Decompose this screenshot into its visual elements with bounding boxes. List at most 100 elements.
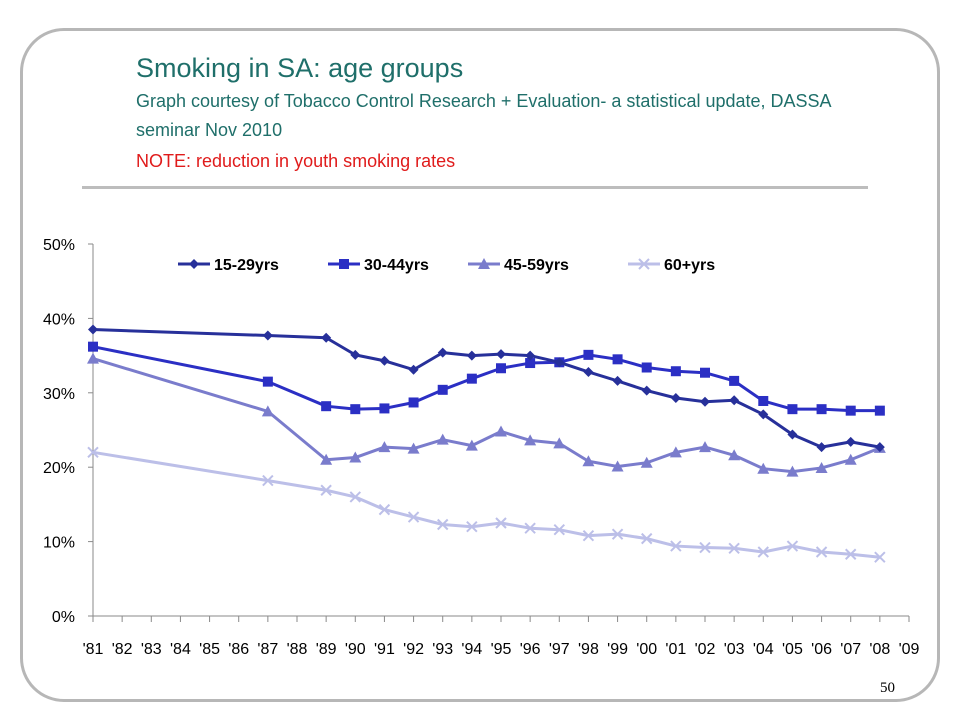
data-point <box>320 484 332 496</box>
x-tick-label: '00 <box>636 641 657 658</box>
x-tick-label: '89 <box>316 641 337 658</box>
data-point <box>845 436 856 447</box>
data-point <box>729 395 740 406</box>
data-point <box>729 375 740 386</box>
legend-item: 60+yrs <box>628 257 715 274</box>
x-tick-label: '87 <box>257 641 278 658</box>
data-point <box>524 522 536 534</box>
data-point <box>844 453 857 465</box>
x-tick-label: '85 <box>199 641 220 658</box>
data-point <box>350 349 361 360</box>
data-point <box>612 375 623 386</box>
data-point <box>670 366 681 377</box>
data-point <box>700 367 710 378</box>
data-point <box>786 540 799 552</box>
data-point <box>320 453 333 465</box>
data-point <box>87 352 99 364</box>
legend-marker <box>339 259 349 269</box>
data-point <box>466 521 478 533</box>
data-point <box>408 364 419 375</box>
data-point <box>379 355 390 366</box>
data-point <box>87 446 99 459</box>
data-point <box>262 474 274 487</box>
y-tick-label: 0% <box>52 609 75 626</box>
data-point <box>553 523 565 536</box>
data-point <box>816 442 827 453</box>
data-point <box>553 437 566 449</box>
data-point <box>495 425 507 437</box>
data-point <box>350 404 361 415</box>
data-point <box>845 548 857 560</box>
legend-item: 30-44yrs <box>328 257 429 274</box>
data-point <box>611 460 624 472</box>
legend-label: 60+yrs <box>664 257 715 274</box>
data-point <box>583 349 594 360</box>
data-point <box>758 409 769 420</box>
x-tick-label: '08 <box>869 641 890 658</box>
data-point <box>874 405 885 416</box>
slide-frame <box>20 28 940 702</box>
data-point <box>641 385 652 396</box>
x-tick-label: '83 <box>141 641 162 658</box>
data-point <box>378 441 391 453</box>
data-point <box>874 442 885 453</box>
x-tick-label: '90 <box>345 641 366 658</box>
data-point <box>349 491 361 503</box>
slide-title: Smoking in SA: age groups <box>136 53 464 83</box>
x-tick-label: '84 <box>170 641 191 658</box>
data-point <box>728 542 740 555</box>
legend-marker <box>638 258 650 270</box>
y-tick-label: 10% <box>43 535 75 552</box>
data-point <box>525 358 536 369</box>
data-point <box>786 465 799 477</box>
series-45-59yrs <box>87 352 886 477</box>
data-point <box>437 347 448 358</box>
series-15-29yrs <box>88 324 885 453</box>
y-tick-label: 30% <box>43 386 75 403</box>
data-point <box>757 462 770 474</box>
x-tick-label: '82 <box>112 641 133 658</box>
data-point <box>378 503 391 516</box>
x-tick-label: '91 <box>374 641 395 658</box>
x-tick-label: '86 <box>228 641 249 658</box>
data-point <box>261 405 274 417</box>
data-point <box>496 363 506 374</box>
data-point <box>845 405 856 416</box>
y-tick-label: 20% <box>43 460 75 477</box>
data-point <box>816 404 827 415</box>
data-point <box>583 366 594 377</box>
x-tick-label: '98 <box>578 641 599 658</box>
data-point <box>436 433 449 445</box>
data-point <box>88 341 98 352</box>
data-point <box>669 446 682 458</box>
legend-label: 15-29yrs <box>214 257 279 274</box>
data-point <box>465 439 478 451</box>
data-point <box>582 455 595 467</box>
series-line <box>92 357 881 474</box>
data-point <box>407 511 420 523</box>
x-tick-label: '01 <box>665 641 686 658</box>
data-point <box>321 332 332 343</box>
data-point <box>466 350 477 361</box>
x-tick-label: '07 <box>840 641 861 658</box>
data-point <box>787 404 798 415</box>
data-point <box>758 395 769 406</box>
x-tick-label: '99 <box>607 641 628 658</box>
x-tick-label: '09 <box>899 641 920 658</box>
legend-item: 15-29yrs <box>178 257 279 274</box>
data-point <box>612 354 623 365</box>
page-number: 50 <box>880 680 895 696</box>
legend-label: 30-44yrs <box>364 257 429 274</box>
y-tick-label: 50% <box>43 237 75 254</box>
x-tick-label: '97 <box>549 641 570 658</box>
series-line <box>92 345 880 413</box>
x-tick-label: '81 <box>83 641 104 658</box>
data-point <box>262 376 273 387</box>
data-point <box>262 330 273 341</box>
data-point <box>321 401 332 412</box>
x-tick-label: '06 <box>811 641 832 658</box>
series-line <box>92 328 881 449</box>
data-point <box>699 541 711 554</box>
data-point <box>815 546 828 558</box>
